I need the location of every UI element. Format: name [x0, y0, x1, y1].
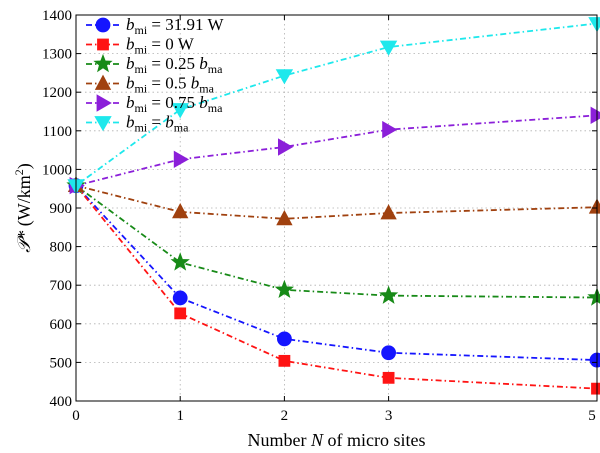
x-tick-label: 3 [385, 408, 393, 424]
x-tick-label: 2 [281, 408, 289, 424]
data-point-series-1 [276, 331, 292, 347]
legend-entry-1: bmi = 31.91 W [126, 15, 224, 37]
data-point-series-5 [590, 106, 600, 125]
legend-marker-2 [97, 38, 109, 51]
data-point-series-3 [170, 252, 190, 271]
legend-marker-5 [96, 94, 112, 112]
series-line-3 [75, 184, 598, 299]
y-tick-label: 1000 [42, 162, 72, 178]
y-tick-label: 1200 [42, 85, 72, 101]
data-point-series-3 [378, 285, 399, 304]
data-point-series-5 [277, 138, 294, 156]
legend-entry-5: bmi = 0.75 bma [126, 93, 223, 115]
y-tick-label: 1400 [42, 8, 72, 24]
data-point-series-5 [173, 150, 190, 169]
legend-marker-3 [93, 53, 113, 73]
data-point-series-4 [172, 203, 189, 219]
legend-marker-6 [94, 116, 112, 132]
x-tick-label: 5 [588, 408, 596, 424]
y-tick-label: 900 [50, 201, 73, 217]
y-tick-label: 800 [50, 240, 73, 256]
legend-entry-3: bmi = 0.25 bma [126, 54, 223, 76]
series-line-1 [75, 184, 598, 361]
y-tick-label: 600 [50, 317, 73, 333]
data-point-series-2 [278, 354, 291, 367]
y-tick-label: 700 [50, 278, 73, 294]
legend-marker-1 [95, 17, 111, 33]
data-point-series-2 [382, 371, 395, 384]
x-axis-title: Number N of micro sites [248, 430, 426, 450]
data-point-series-4 [588, 198, 600, 214]
axis-ticks: 400 500 600 700 800 900 1000 1100 1200 1300 1400 0 1… [42, 8, 598, 424]
data-point-series-4 [380, 204, 397, 220]
data-point-series-1 [381, 345, 397, 361]
data-point-series-1 [589, 352, 600, 368]
data-point-series-1 [172, 290, 188, 306]
series-line-4 [75, 184, 598, 220]
data-point-series-6 [171, 103, 189, 119]
data-point-series-4 [276, 209, 293, 226]
legend-entry-2: bmi = 0 W [126, 35, 195, 57]
y-tick-label: 1100 [43, 124, 72, 140]
x-tick-label: 0 [72, 408, 80, 424]
y-tick-label: 400 [50, 394, 73, 410]
legend-entry-6: bmi = bma [126, 113, 189, 135]
y-axis-title: 𝒫* (W/km2) [12, 163, 35, 252]
data-point-series-3 [274, 279, 295, 299]
data-point-series-5 [382, 120, 398, 139]
data-point-series-2 [591, 382, 600, 395]
data-point-series-6 [275, 69, 294, 85]
data-point-series-6 [379, 40, 398, 56]
x-tick-label: 1 [176, 408, 184, 424]
legend-marker-4 [94, 74, 112, 90]
y-tick-label: 500 [50, 355, 73, 371]
y-tick-label: 1300 [42, 47, 72, 63]
legend-entry-4: bmi = 0.5 bma [126, 74, 215, 96]
data-point-series-2 [174, 307, 187, 320]
